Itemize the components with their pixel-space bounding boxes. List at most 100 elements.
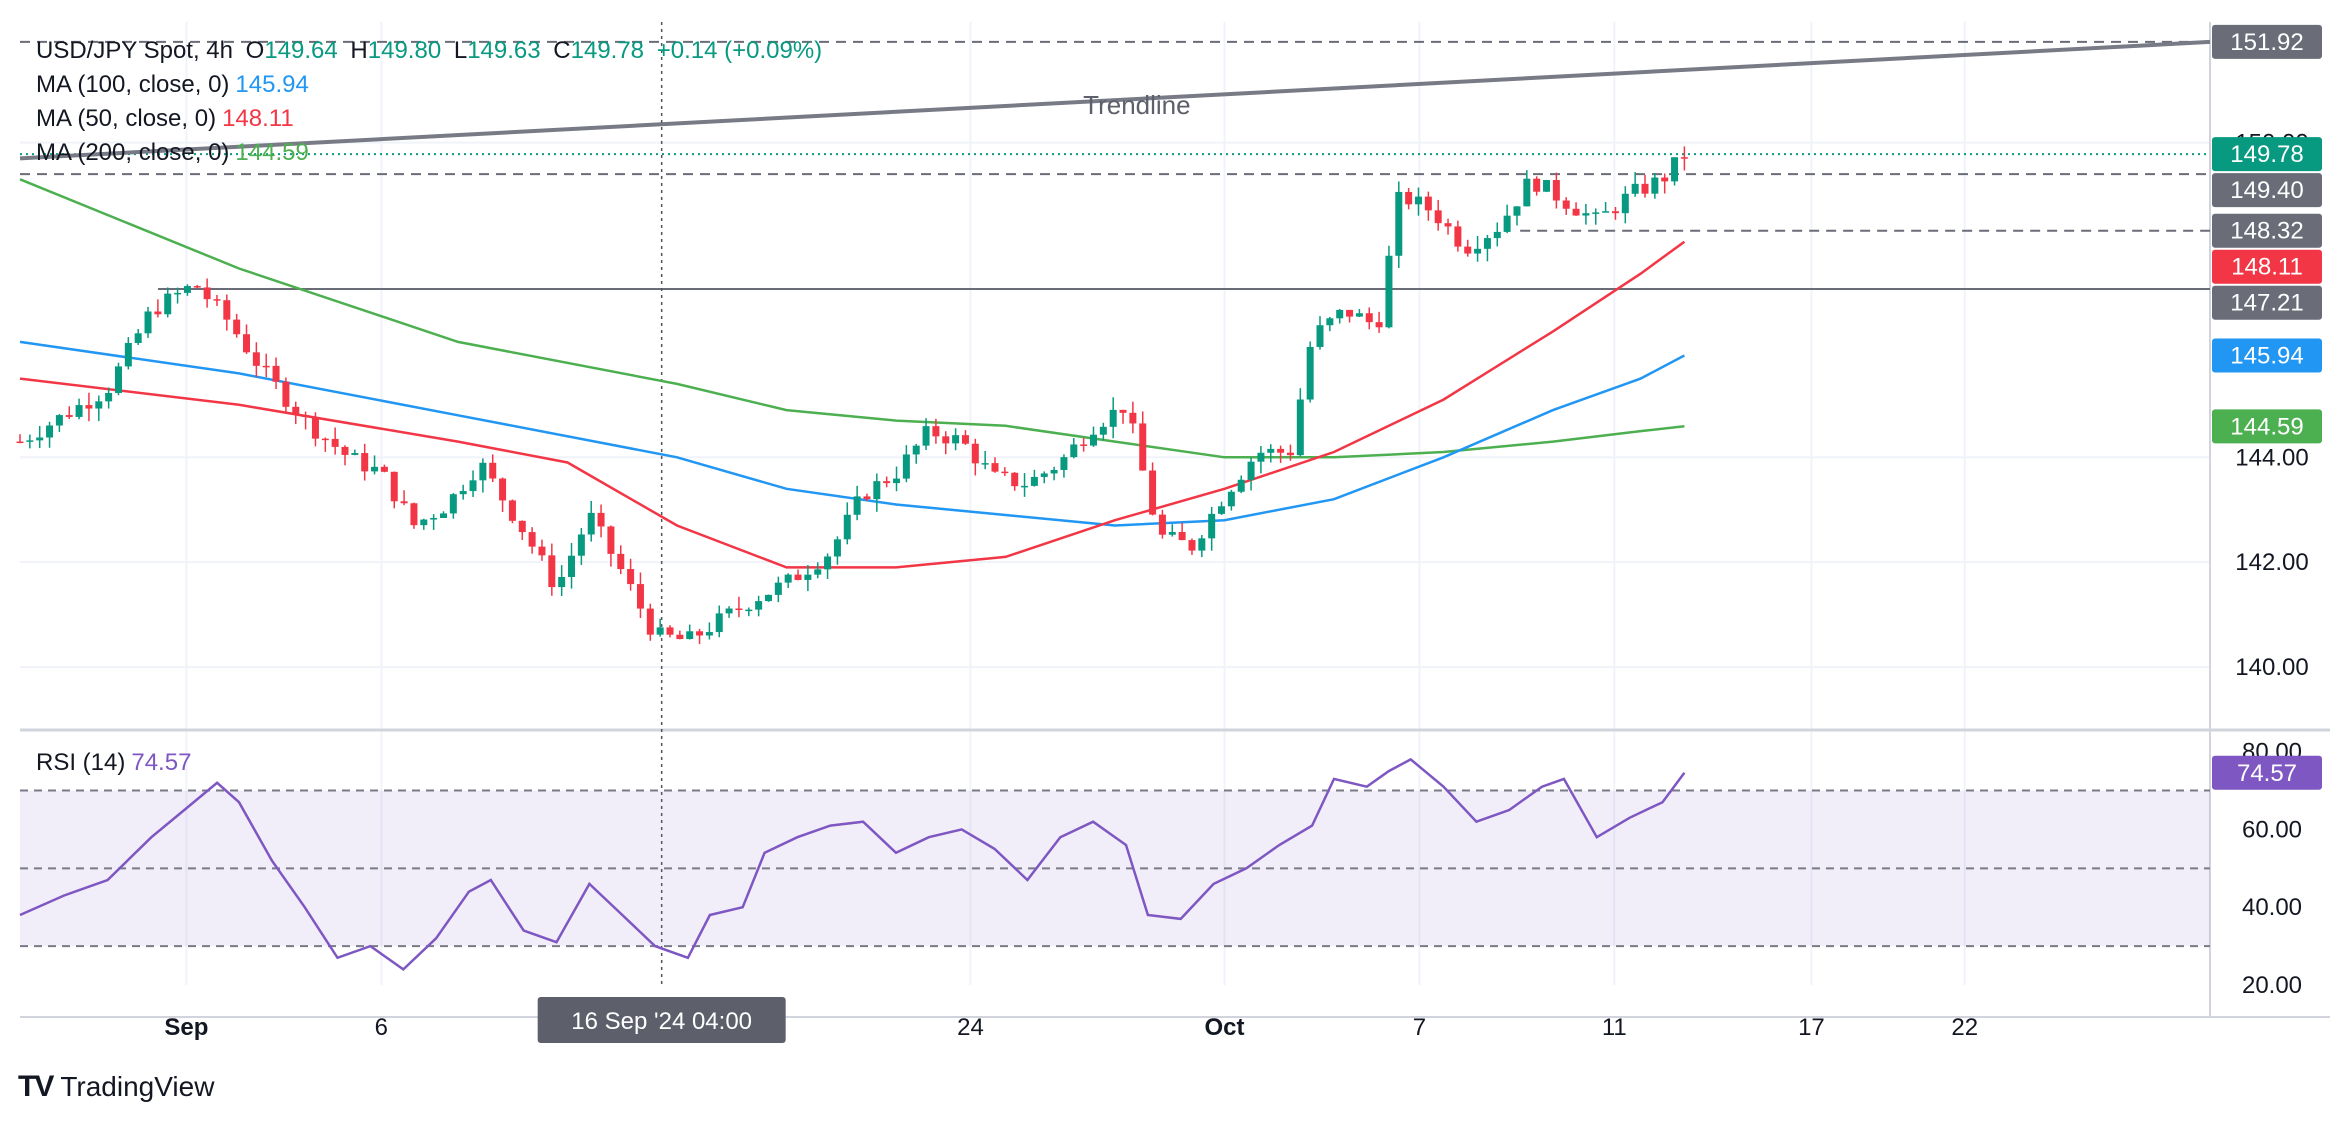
candle-body: [311, 416, 319, 439]
candle-body: [292, 406, 300, 416]
legend-ma50[interactable]: MA (50, close, 0) 148.11: [36, 102, 300, 136]
low-label: L: [453, 37, 468, 64]
change-value: +0.14 (+0.09%): [656, 37, 823, 64]
legend-ma200[interactable]: MA (200, close, 0) 144.59: [36, 136, 315, 170]
price-tick-label: 140.00: [2235, 654, 2308, 681]
candle-body: [75, 405, 83, 417]
rsi-tick-label: 40.00: [2242, 894, 2302, 921]
price-label-144.59: 144.59: [2230, 413, 2303, 440]
candle-body: [1247, 461, 1255, 480]
candle-body: [1611, 211, 1619, 214]
candle-body: [686, 631, 694, 640]
rsi-pane: [19, 757, 2210, 972]
candle-body: [676, 634, 684, 640]
open-value: 149.64: [264, 37, 338, 64]
candle-body: [971, 443, 979, 464]
time-tick-label: Sep: [164, 1014, 208, 1041]
candle-body: [213, 299, 221, 301]
tradingview-brand[interactable]: TV TradingView: [18, 1070, 214, 1104]
ma50-line: [19, 240, 1686, 569]
legend-rsi[interactable]: RSI (14) 74.57: [36, 746, 197, 780]
candle-body: [617, 553, 625, 570]
rsi-value-label: 74.57: [2237, 760, 2297, 787]
legend-ma100[interactable]: MA (100, close, 0) 145.94: [36, 68, 315, 102]
candle-body: [961, 435, 969, 444]
candle-body: [262, 365, 270, 368]
rsi-tick-label: 60.00: [2242, 816, 2302, 843]
candle-body: [1070, 444, 1078, 458]
candle-body: [1444, 223, 1452, 227]
candle-body: [1454, 226, 1462, 247]
candle-body: [597, 512, 605, 527]
ma50-label: MA (50, close, 0): [36, 105, 217, 132]
candle-body: [508, 500, 516, 521]
candle-body: [893, 478, 901, 484]
candle-body: [1267, 448, 1275, 453]
candle-body: [1395, 191, 1403, 256]
candle-body: [1099, 426, 1107, 435]
price-label-box: [2212, 249, 2322, 284]
candle-body: [696, 631, 704, 636]
ma100-value: 145.94: [235, 71, 309, 98]
candle-body: [1513, 206, 1521, 216]
candle-body: [705, 632, 713, 636]
candle-body: [627, 569, 635, 585]
candle-body: [587, 512, 595, 535]
horizontal-levels: Trendline: [19, 22, 2211, 985]
ma100-label: MA (100, close, 0): [36, 71, 230, 98]
candle-body: [538, 546, 546, 556]
candle-body: [1523, 178, 1531, 207]
price-label-box: [2212, 24, 2322, 59]
price-label-145.94: 145.94: [2230, 343, 2303, 370]
price-label-148.32: 148.32: [2230, 218, 2303, 245]
ma200-value: 144.59: [235, 139, 309, 166]
candle-body: [1188, 540, 1196, 551]
candle-body: [321, 438, 329, 441]
candle-body: [1060, 457, 1068, 470]
candle-body: [223, 300, 231, 320]
candle-body: [932, 426, 940, 437]
candle-body: [577, 534, 585, 556]
candle-body: [46, 425, 54, 438]
price-label-box: [2212, 409, 2322, 444]
candle-body: [95, 401, 103, 409]
candle-body: [1178, 532, 1186, 541]
candle-body: [922, 426, 930, 446]
candle-body: [183, 286, 191, 293]
candle-body: [636, 584, 644, 609]
candle-body: [1483, 238, 1491, 249]
candle-body: [784, 574, 792, 583]
candle-body: [666, 627, 674, 635]
candle-body: [1680, 157, 1688, 159]
candle-body: [174, 292, 182, 295]
candle-body: [1208, 513, 1216, 539]
candle-body: [371, 466, 379, 472]
candle-body: [272, 365, 280, 382]
candle-body: [715, 613, 723, 633]
time-tick-label: 22: [1951, 1014, 1978, 1041]
candle-body: [124, 342, 132, 367]
candle-body: [1641, 183, 1649, 194]
candle-body: [1346, 309, 1354, 317]
candle-body: [233, 319, 241, 335]
candle-body: [1119, 409, 1127, 413]
candle-body: [656, 627, 664, 635]
candle-body: [843, 514, 851, 540]
price-label-151.92: 151.92: [2230, 29, 2303, 56]
time-tick-label: 7: [1413, 1014, 1426, 1041]
candle-body: [1552, 180, 1560, 201]
candle-body: [302, 415, 310, 417]
candle-body: [351, 453, 359, 455]
price-label-box: [2212, 338, 2322, 373]
price-label-149.78: 149.78: [2230, 141, 2303, 168]
ma200-label: MA (200, close, 0): [36, 139, 230, 166]
high-value: 149.80: [367, 37, 442, 64]
candle-body: [420, 519, 428, 526]
candle-body: [1168, 532, 1176, 535]
candle-body: [243, 334, 251, 353]
candle-body: [361, 453, 369, 472]
candle-body: [1011, 472, 1019, 487]
price-label-147.21: 147.21: [2230, 290, 2303, 317]
candle-body: [26, 440, 34, 442]
